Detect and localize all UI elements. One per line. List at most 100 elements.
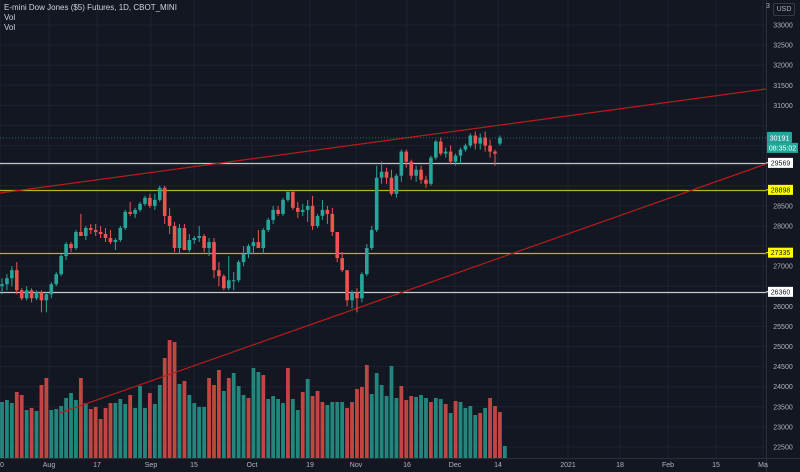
candle — [212, 238, 216, 279]
volume-bar — [286, 368, 290, 458]
volume-bar — [384, 396, 389, 458]
volume-bar — [429, 402, 433, 458]
candle — [296, 201, 300, 218]
volume-bar — [192, 403, 197, 458]
horizontal-lines — [0, 162, 766, 294]
candle — [330, 207, 335, 236]
candle — [453, 153, 458, 166]
price-tick-label: 24000 — [773, 384, 793, 391]
volume-indicator-label[interactable]: Vol — [4, 13, 16, 22]
volume-bar — [103, 408, 108, 458]
time-tick-label: 2021 — [560, 462, 576, 469]
time-tick-label: 16 — [403, 462, 411, 469]
candle — [246, 244, 251, 259]
candle — [458, 147, 463, 164]
volume-bar — [389, 366, 394, 458]
last-price-text: 30191 — [770, 135, 790, 142]
candle — [384, 167, 389, 184]
candle — [222, 274, 226, 291]
volume-bar — [468, 406, 473, 458]
level-price-label — [768, 247, 793, 258]
price-tick-label: 33000 — [773, 23, 793, 30]
volume-bar — [74, 400, 78, 458]
volume-bar — [438, 399, 443, 458]
volume-bar — [246, 398, 251, 458]
candle — [266, 217, 271, 232]
volume-bar — [502, 446, 507, 458]
volume-bar — [404, 400, 409, 458]
volume-bar — [177, 384, 182, 458]
volume-bar — [152, 404, 157, 458]
candle — [300, 203, 305, 216]
chart-legend: E-mini Dow Jones ($5) Futures, 1D, CBOT_… — [4, 3, 177, 33]
symbol-title[interactable]: E-mini Dow Jones ($5) Futures, 1D, CBOT_… — [4, 3, 177, 12]
candle — [24, 286, 29, 301]
volume-bar — [221, 391, 226, 458]
volume-bar — [44, 378, 49, 458]
candle — [153, 193, 157, 210]
volume-bar — [409, 396, 414, 458]
volume-bar — [162, 358, 167, 458]
volume-bar — [54, 409, 59, 458]
currency-badge[interactable]: USD — [773, 3, 795, 16]
candle — [19, 288, 24, 301]
time-axis[interactable]: 20 Aug 17 Sep 15 Oct 19 Nov 16 Dec 14 2021 18 Feb 15 Ma — [0, 462, 768, 469]
candle — [438, 137, 443, 156]
level-price-label — [768, 157, 793, 168]
candle — [468, 133, 473, 148]
candle — [59, 254, 63, 277]
volume-bar — [394, 398, 399, 458]
trendline[interactable] — [59, 163, 767, 414]
volume-bar — [88, 409, 93, 458]
price-tick-label: 24500 — [773, 364, 793, 371]
volume-bar — [49, 410, 54, 458]
candle — [226, 256, 231, 291]
candle — [409, 159, 413, 180]
price-axis[interactable]: 22500 23000 23500 24000 24500 25000 25500 26000… — [766, 23, 798, 452]
candle — [281, 197, 285, 216]
volume-bar — [355, 389, 359, 458]
trendlines — [0, 88, 767, 414]
candle — [271, 205, 275, 224]
candle — [325, 205, 330, 224]
candle — [93, 223, 98, 236]
volume-bar — [19, 395, 24, 458]
candle — [29, 288, 34, 303]
price-tick-label: 27000 — [773, 264, 793, 271]
candle — [123, 209, 128, 230]
candle — [478, 133, 483, 150]
volume-bar — [433, 398, 438, 458]
volume-bar — [369, 394, 374, 458]
candle — [241, 246, 246, 267]
candle — [157, 185, 162, 202]
volume-bar — [113, 403, 118, 458]
volume-bar — [325, 405, 330, 458]
volume-bar — [463, 408, 468, 458]
candle — [473, 131, 478, 150]
volume-bar — [241, 395, 246, 458]
candle — [493, 149, 497, 166]
candle — [64, 242, 68, 261]
candle — [261, 227, 266, 255]
candle — [197, 225, 201, 243]
trendline[interactable] — [0, 88, 767, 194]
volume-bar — [83, 403, 88, 458]
time-tick-label: Dec — [449, 462, 462, 469]
candle — [419, 165, 423, 184]
candle — [315, 213, 320, 228]
price-tick-label: 23000 — [773, 424, 793, 431]
volume-bar — [207, 378, 211, 458]
countdown-text: 08:35:02 — [769, 145, 796, 152]
price-tick-label: 32500 — [773, 43, 793, 50]
level-price-text: 27335 — [771, 250, 791, 257]
time-tick-label: 17 — [93, 462, 101, 469]
candle — [177, 223, 182, 255]
candle — [340, 252, 344, 273]
candle — [113, 238, 118, 251]
volume-bar — [458, 402, 463, 458]
candle — [355, 288, 359, 313]
volume-bar — [448, 413, 453, 458]
volume-indicator-label[interactable]: Vol — [4, 23, 16, 32]
